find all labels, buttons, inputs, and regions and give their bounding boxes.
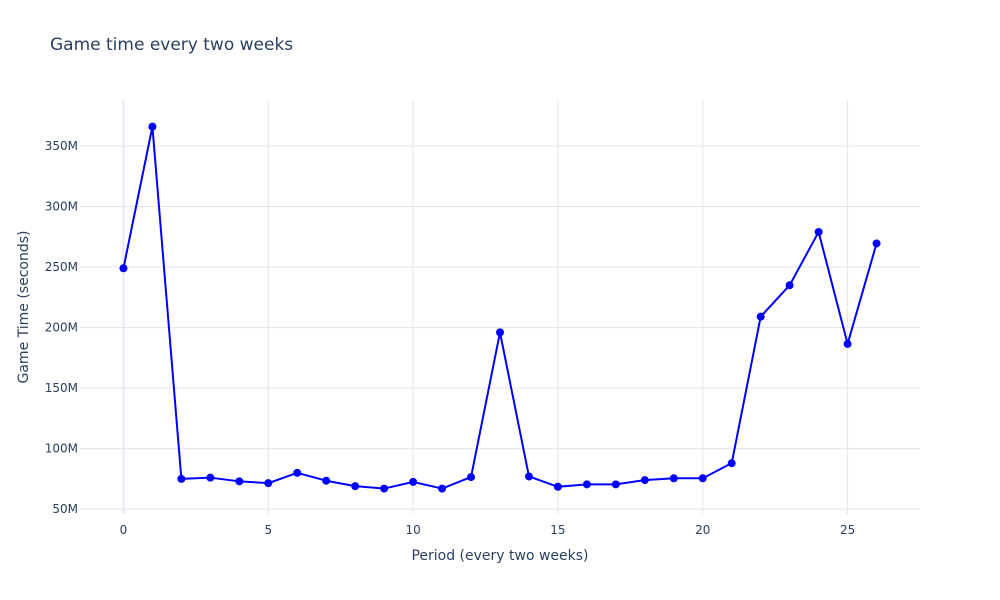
- data-point[interactable]: [756, 312, 765, 321]
- x-tick-label: 25: [840, 523, 855, 537]
- x-axis-ticks: 0 5 10 15 20 25: [120, 523, 856, 537]
- x-axis-title: Period (every two weeks): [411, 548, 588, 564]
- y-tick-label: 100M: [45, 442, 78, 456]
- y-axis-title: Game Time (seconds): [16, 231, 32, 384]
- y-tick-label: 350M: [45, 139, 78, 153]
- data-point[interactable]: [669, 474, 678, 483]
- data-point[interactable]: [351, 482, 360, 491]
- data-point[interactable]: [264, 479, 273, 488]
- data-point[interactable]: [843, 339, 852, 348]
- series-line: [122, 125, 878, 490]
- data-point[interactable]: [582, 480, 591, 489]
- data-point[interactable]: [119, 264, 128, 273]
- y-tick-label: 150M: [45, 381, 78, 395]
- data-point[interactable]: [698, 474, 707, 483]
- data-markers: [119, 122, 881, 493]
- x-tick-label: 5: [264, 523, 272, 537]
- data-point[interactable]: [148, 122, 157, 131]
- data-point[interactable]: [727, 459, 736, 468]
- data-point[interactable]: [380, 484, 389, 493]
- data-point[interactable]: [467, 473, 476, 482]
- x-tick-label: 10: [405, 523, 420, 537]
- y-tick-label: 50M: [52, 502, 78, 516]
- data-point[interactable]: [293, 468, 302, 477]
- y-tick-label: 250M: [45, 260, 78, 274]
- x-tick-label: 15: [550, 523, 565, 537]
- data-point[interactable]: [611, 480, 620, 489]
- chart-title: Game time every two weeks: [50, 35, 293, 55]
- data-point[interactable]: [524, 472, 533, 481]
- data-point[interactable]: [814, 227, 823, 236]
- data-point[interactable]: [409, 477, 418, 486]
- data-point[interactable]: [322, 476, 331, 485]
- y-axis-ticks: 50M 100M 150M 200M 250M 300M 350M: [45, 139, 78, 516]
- data-point[interactable]: [496, 328, 504, 337]
- series-line-layer: [122, 125, 878, 490]
- y-tick-label: 300M: [45, 200, 78, 214]
- data-point[interactable]: [640, 476, 649, 485]
- data-point[interactable]: [235, 477, 244, 486]
- data-point[interactable]: [785, 281, 794, 290]
- data-point[interactable]: [438, 484, 447, 493]
- data-point[interactable]: [553, 482, 562, 491]
- data-point[interactable]: [872, 239, 881, 248]
- x-tick-label: 20: [695, 523, 710, 537]
- data-point[interactable]: [206, 473, 215, 482]
- x-tick-label: 0: [120, 523, 128, 537]
- data-point[interactable]: [177, 474, 186, 483]
- y-tick-label: 200M: [45, 321, 78, 335]
- grid: [80, 100, 920, 514]
